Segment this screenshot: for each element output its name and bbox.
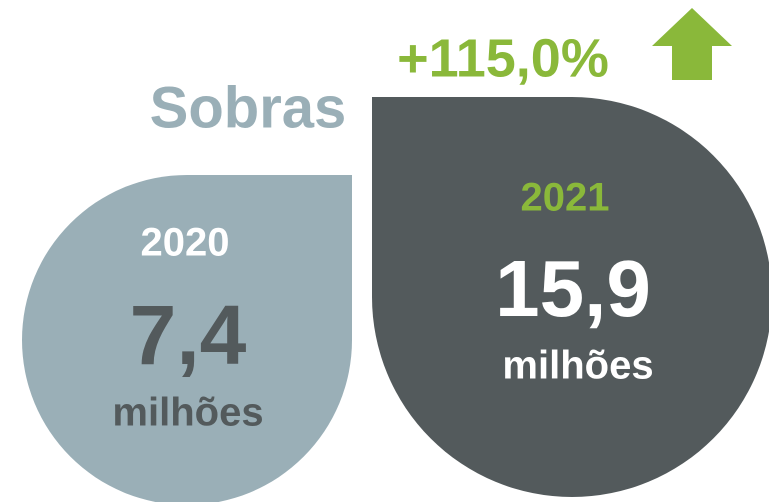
title: Sobras [150,75,347,140]
shape-2021 [372,97,769,497]
value: 15,9 [495,244,651,333]
year: 2020 [141,221,230,265]
up-arrow [652,8,732,80]
change: +115,0% [397,28,609,88]
unit: milhões [112,391,263,435]
year: 2021 [521,176,610,220]
value: 7,4 [130,288,247,382]
unit: milhões [502,344,653,388]
shape-2020 [22,175,352,502]
